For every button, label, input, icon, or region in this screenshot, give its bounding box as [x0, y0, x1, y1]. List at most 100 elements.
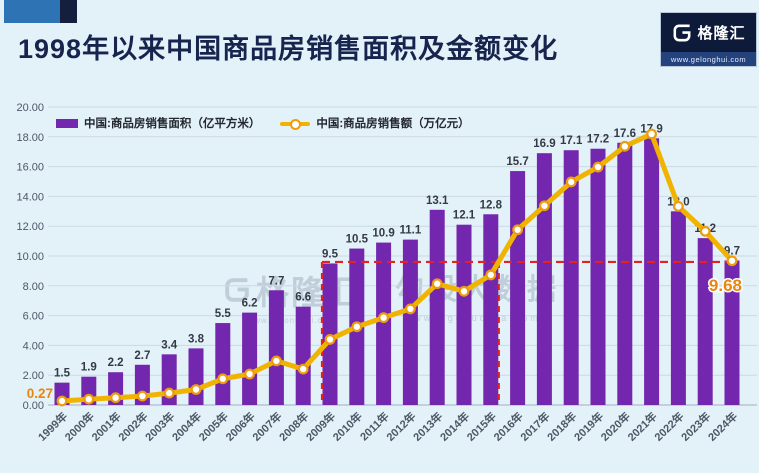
x-tick-label: 2021年: [624, 409, 659, 444]
bar-label: 9.5: [322, 248, 339, 260]
y-tick-label: 12.00: [16, 221, 44, 233]
y-tick-label: 2.00: [23, 370, 44, 382]
bar-label: 16.9: [533, 138, 555, 150]
x-tick-label: 2017年: [517, 409, 552, 444]
bar-2007年: [268, 290, 284, 405]
line-marker: [485, 269, 497, 281]
bar-label: 6.6: [295, 292, 311, 304]
x-tick-label: 2007年: [249, 409, 284, 444]
bar-2020年: [617, 142, 633, 405]
line-point-label: 0.27: [27, 386, 53, 401]
x-tick-label: 2022年: [651, 409, 686, 444]
legend-item-amount: 中国:商品房销售额（万亿元）: [280, 115, 470, 131]
bar-label: 2.2: [108, 357, 124, 369]
x-tick-label: 2005年: [196, 409, 231, 444]
line-marker: [83, 393, 95, 405]
bar-2016年: [510, 171, 526, 405]
bar-label: 17.6: [614, 128, 636, 140]
legend-bar-swatch-icon: [56, 118, 78, 128]
watermark: 格隆汇 www.gelonghui.com 勾股大数据 www.gogudata…: [222, 266, 560, 325]
line-marker: [351, 321, 363, 333]
line-marker: [244, 368, 256, 380]
bar-2019年: [590, 148, 606, 405]
line-marker: [592, 161, 604, 173]
bar-2015年: [483, 214, 499, 405]
y-tick-label: 18.00: [16, 132, 44, 144]
line-marker: [646, 128, 657, 140]
line-marker: [136, 390, 148, 402]
area-bars: [54, 138, 740, 406]
legend-item-amount-label: 中国:商品房销售额（万亿元）: [316, 118, 470, 130]
legend-item-area: 中国:商品房销售面积（亿平方米）: [56, 115, 260, 131]
bar-label: 5.5: [215, 308, 232, 320]
bar-label: 11.1: [400, 225, 422, 237]
bar-label: 12.1: [453, 210, 476, 222]
line-marker: [271, 355, 282, 367]
x-tick-label: 2018年: [544, 409, 579, 444]
bar-label: 10.9: [372, 228, 394, 240]
bar-2013年: [429, 209, 445, 405]
watermark-left-url: www.gelonghui.com: [247, 316, 336, 325]
x-tick-label: 2010年: [330, 409, 365, 444]
x-tick-label: 2019年: [571, 409, 606, 444]
x-tick-label: 1999年: [35, 409, 70, 444]
line-marker: [190, 384, 202, 395]
line-marker: [565, 176, 577, 188]
bar-2022年: [670, 211, 686, 405]
bar-2011年: [376, 242, 392, 405]
y-tick-label: 4.00: [23, 340, 44, 352]
gelonghui-logo-url: www.gelonghui.com: [661, 52, 756, 66]
bar-label: 10.5: [346, 234, 369, 246]
line-marker: [405, 303, 416, 315]
line-marker: [458, 285, 470, 297]
x-tick-label: 2015年: [464, 409, 499, 444]
bar-2014年: [456, 224, 472, 405]
y-tick-label: 8.00: [23, 281, 44, 293]
y-tick-label: 0.00: [23, 400, 44, 412]
x-tick-label: 2003年: [142, 409, 177, 444]
bar-2012年: [402, 239, 418, 405]
bar-2008年: [295, 306, 311, 405]
bar-value-labels: 1.5 1.9 2.2 2.7 3.4 3.8 5.5 6.2 7.7 6.6 9.5 10.5 10.…: [54, 123, 740, 379]
bar-2021年: [644, 138, 660, 406]
bar-2005年: [215, 323, 231, 405]
gelonghui-logo: 格隆汇 www.gelonghui.com: [660, 12, 757, 67]
line-marker: [539, 200, 550, 212]
bar-label: 17.1: [560, 135, 583, 147]
x-tick-label: 2006年: [222, 409, 257, 444]
line-point-label: 9.68: [709, 276, 742, 295]
x-tick-label: 2024年: [705, 409, 740, 444]
x-axis-labels: 1999年2000年2001年2002年2003年2004年2005年2006年…: [35, 409, 740, 444]
line-marker: [431, 278, 443, 290]
x-tick-label: 2013年: [410, 409, 445, 444]
x-tick-label: 2000年: [62, 409, 97, 444]
x-tick-label: 2014年: [437, 409, 472, 444]
bar-label: 17.2: [587, 134, 609, 146]
x-tick-label: 2023年: [678, 409, 713, 444]
bar-2004年: [188, 348, 204, 405]
legend-line-marker-icon: [280, 118, 311, 130]
x-tick-label: 2001年: [88, 409, 123, 444]
line-marker: [324, 334, 336, 345]
gelonghui-logo-main: 格隆汇: [661, 13, 756, 52]
line-marker: [726, 255, 738, 267]
watermark-g-icon: [222, 275, 252, 305]
bar-2023年: [697, 238, 713, 405]
line-point-labels: 0.27 9.68: [27, 274, 744, 401]
bar-label: 2.7: [134, 350, 150, 362]
bar-label: 1.9: [81, 362, 97, 374]
bar-label: 1.5: [54, 368, 71, 380]
gelonghui-logo-brand: 格隆汇: [697, 25, 746, 42]
bar-label: 12.8: [480, 199, 503, 211]
bar-label: 15.7: [506, 156, 528, 168]
x-tick-label: 2012年: [383, 409, 418, 444]
y-tick-label: 14.00: [16, 191, 44, 203]
bar-2006年: [242, 312, 258, 405]
bar-2024年: [724, 260, 740, 405]
x-tick-label: 2009年: [303, 409, 338, 444]
line-markers: [56, 128, 738, 407]
chart-legend: 中国:商品房销售面积（亿平方米） 中国:商品房销售额（万亿元）: [56, 115, 470, 131]
gelonghui-g-icon: [671, 22, 693, 44]
